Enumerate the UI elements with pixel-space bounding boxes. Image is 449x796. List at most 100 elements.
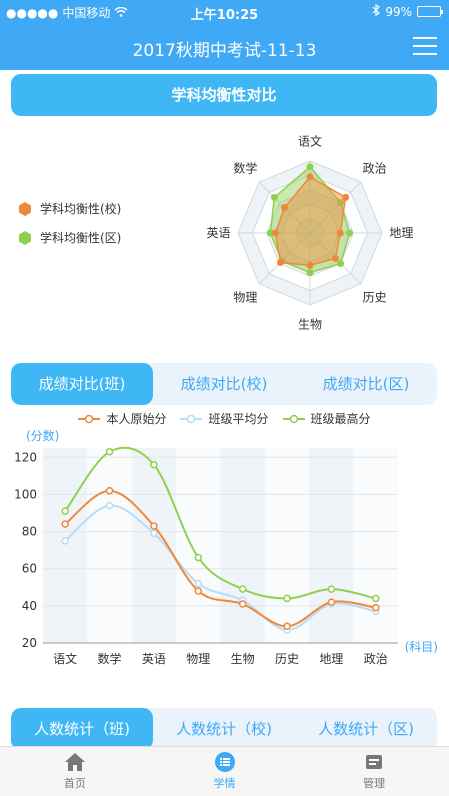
series-line-1 (64, 504, 377, 632)
menu-icon[interactable] (413, 37, 437, 57)
tab-count-school[interactable]: 人数统计（校) (176, 720, 272, 738)
radar-district-point (306, 269, 314, 277)
radar-school-point (336, 229, 344, 237)
balance-section-title[interactable]: 学科均衡性对比 (11, 74, 437, 116)
series-point-1 (61, 537, 69, 545)
radar-school-point (306, 173, 314, 181)
chart-band (43, 448, 88, 643)
series-point-0 (283, 622, 291, 631)
x-tick-label: 物理 (186, 652, 210, 666)
radar-legend: 学科均衡性(校) 学科均衡性(区) (18, 200, 121, 258)
status-right: 99% (372, 3, 443, 19)
score-compare-tabs: 成绩对比(班) 成绩对比(校) 成绩对比(区) (11, 363, 437, 405)
radar-legend-district: 学科均衡性(区) (18, 229, 121, 246)
count-tabs: 人数统计（班) 人数统计（校) 人数统计（区) (11, 708, 437, 750)
tab-score-district[interactable]: 成绩对比(区) (322, 375, 410, 393)
status-left: ●●●●● 中国移动 (6, 4, 128, 21)
x-tick-label: 政治 (364, 652, 388, 666)
y-tick-label: 120 (14, 450, 37, 464)
tab-count-class[interactable]: 人数统计（班) (11, 708, 153, 750)
x-tick-label: 数学 (98, 651, 122, 666)
radar-school-point (342, 193, 350, 201)
status-bar: ●●●●● 中国移动 上午10:25 99% (0, 0, 449, 24)
radar-school-point (306, 261, 314, 269)
list-icon (214, 752, 235, 772)
radar-district-point (266, 229, 274, 237)
tab-count-district[interactable]: 人数统计（区) (318, 720, 414, 738)
legend-max-marker (282, 414, 305, 423)
radar-axis-label: 数学 (233, 160, 257, 175)
x-tick-label: 英语 (142, 652, 166, 666)
tabbar-home[interactable]: 首页 (0, 747, 150, 796)
hexagon-green-icon (19, 230, 31, 245)
series-point-2 (238, 585, 247, 593)
legend-avg-marker (180, 414, 203, 423)
series-point-1 (150, 529, 158, 538)
chart-band (176, 448, 221, 643)
series-point-0 (194, 587, 203, 595)
tabbar-manage[interactable]: 管理 (299, 747, 449, 796)
hexagon-orange-icon (19, 201, 31, 216)
y-axis-label: (分数) (26, 428, 59, 443)
radar-spoke (258, 232, 311, 285)
y-tick-label: 40 (22, 599, 37, 613)
x-tick-label: 生物 (231, 652, 255, 666)
series-point-2 (283, 594, 291, 603)
chart-band (264, 448, 310, 643)
line-chart-legend: 本人原始分 班级平均分 班级最高分 (0, 410, 449, 427)
series-line-0 (64, 489, 376, 628)
legend-avg[interactable]: 班级平均分 (180, 410, 269, 427)
nav-bar: 2017秋期中考试-11-13 (0, 24, 449, 70)
tabbar-home-label: 首页 (63, 777, 86, 790)
radar-district-point (337, 198, 345, 206)
y-tick-label: 60 (22, 562, 37, 576)
legend-self-marker (78, 414, 101, 423)
carrier-label: 中国移动 (62, 6, 111, 20)
radar-axis-label: 历史 (363, 291, 387, 305)
radar-axis-label: 英语 (207, 226, 231, 240)
tabbar-study[interactable]: 学情 (150, 747, 300, 796)
radar-legend-district-label: 学科均衡性(区) (40, 231, 122, 245)
series-point-0 (372, 603, 380, 612)
chart-band (87, 448, 132, 643)
score-line-chart: 20 40 60 80 100 120 语文 数学 英语 物理 生物 历史 地理 政治 (分数) (科目) (14, 428, 438, 666)
radar-legend-school: 学科均衡性(校) (18, 200, 121, 217)
battery-icon (417, 6, 443, 17)
tabbar-manage-label: 管理 (363, 777, 386, 790)
tab-score-school[interactable]: 成绩对比(校) (180, 375, 268, 393)
chart-band (131, 448, 177, 643)
series-point-2 (150, 460, 158, 469)
bottom-tab-bar: 首页 学情 管理 (0, 746, 449, 796)
radar-district-point (346, 229, 354, 237)
radar-legend-school-label: 学科均衡性(校) (40, 202, 122, 216)
radar-axis-label: 政治 (363, 161, 387, 175)
tab-score-class[interactable]: 成绩对比(班) (11, 363, 153, 405)
signal-icon: ●●●●● (6, 5, 59, 20)
series-point-0 (238, 600, 247, 608)
bluetooth-icon (372, 3, 381, 19)
series-point-0 (61, 520, 69, 528)
page-title: 2017秋期中考试-11-13 (132, 41, 317, 61)
series-point-1 (105, 501, 114, 510)
legend-avg-label: 班级平均分 (208, 412, 269, 426)
radar-district-point (337, 260, 345, 268)
radar-school-point (331, 254, 339, 262)
legend-self[interactable]: 本人原始分 (78, 410, 166, 427)
legend-max[interactable]: 班级最高分 (282, 410, 371, 427)
legend-self-label: 本人原始分 (106, 412, 167, 426)
series-point-0 (105, 486, 114, 495)
x-tick-label: 语文 (53, 651, 77, 666)
radar-school-point (276, 259, 284, 267)
wifi-icon (114, 6, 128, 20)
radar-district-point (306, 163, 314, 171)
home-icon (64, 753, 85, 771)
radar-axis-label: 物理 (233, 291, 257, 305)
radar-spoke (309, 181, 362, 234)
radar-axis-label: 语文 (298, 134, 322, 149)
series-point-0 (150, 522, 158, 530)
status-time: 上午10:25 (190, 8, 259, 23)
y-tick-label: 80 (22, 525, 37, 539)
radar-school-point (271, 229, 279, 237)
x-tick-label: 历史 (275, 652, 299, 666)
legend-max-label: 班级最高分 (310, 412, 371, 426)
